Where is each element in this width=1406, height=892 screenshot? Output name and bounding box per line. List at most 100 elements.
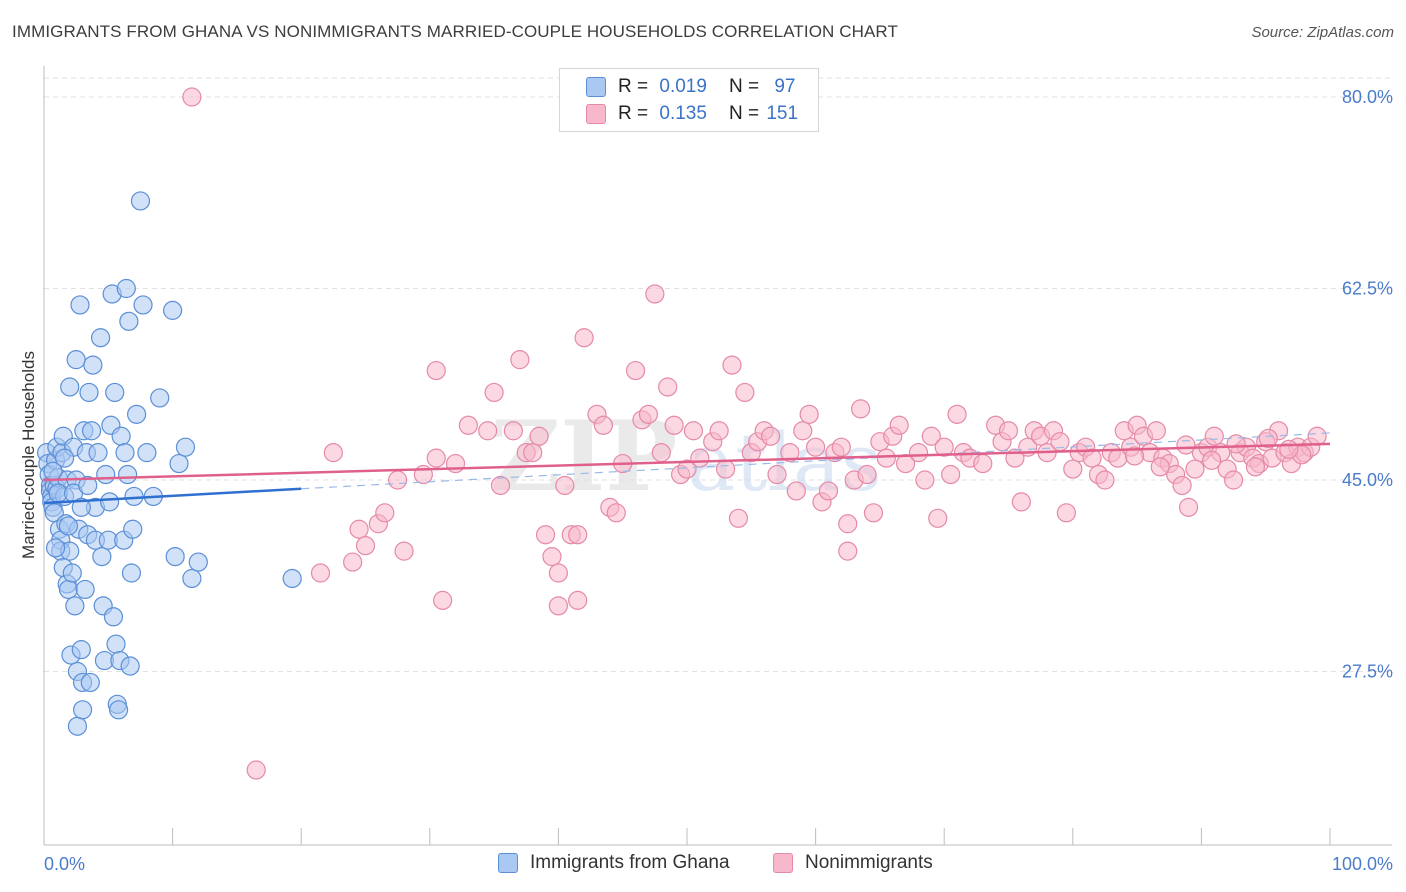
nonimmigrants-point — [941, 464, 961, 485]
nonimmigrants-point — [638, 404, 659, 424]
nonimmigrants-point — [838, 514, 858, 534]
nonimmigrants-point — [555, 475, 575, 496]
nonimmigrants-point — [1124, 446, 1145, 466]
nonimmigrants-point — [1056, 503, 1076, 523]
legend-n-label: N = — [728, 103, 760, 124]
legend-r-label: R = — [618, 103, 649, 124]
nonimmigrants-point — [568, 525, 588, 545]
legend-item-ghana[interactable]: Immigrants from Ghana — [498, 852, 730, 874]
ghana-point — [165, 546, 185, 567]
ghana-point — [120, 656, 140, 676]
legend-item-nonimmigrants[interactable]: Nonimmigrants — [773, 852, 933, 874]
nonimmigrants-point — [445, 453, 466, 474]
nonimmigrants-point — [658, 377, 678, 397]
ghana-point — [130, 191, 151, 211]
nonimmigrants-point — [651, 443, 671, 463]
source-label: Source: ZipAtlas.com — [1251, 24, 1394, 41]
ghana-point — [150, 388, 170, 408]
nonimmigrants-point — [490, 475, 511, 496]
ghana-point — [90, 328, 111, 348]
ghana-point — [92, 546, 112, 567]
nonimmigrants-point — [343, 552, 363, 572]
ghana-point — [121, 563, 142, 583]
ghana-point — [78, 475, 98, 496]
nonimmigrants-point — [735, 382, 755, 403]
nonimmigrants-point — [574, 328, 594, 348]
nonimmigrants-point — [664, 415, 684, 435]
nonimmigrants-point — [915, 470, 935, 490]
ghana-point — [105, 382, 125, 403]
legend-r-label: R = — [618, 76, 649, 97]
nonimmigrants-point — [375, 503, 395, 523]
nonimmigrants-point — [831, 437, 851, 457]
nonimmigrants-point — [503, 421, 523, 441]
nonimmigrants-point — [760, 426, 781, 446]
nonimmigrants-point — [1082, 448, 1102, 468]
nonimmigrants-point — [310, 563, 331, 583]
y-tick-label: 45.0% — [1342, 470, 1393, 490]
ghana-trend-extension — [301, 432, 1331, 490]
nonimmigrants-point — [908, 443, 929, 463]
nonimmigrants-point — [568, 590, 588, 610]
ghana-point — [54, 448, 75, 468]
nonimmigrants-point — [645, 284, 665, 304]
ghana-point — [62, 563, 82, 583]
nonimmigrants-point — [838, 541, 858, 561]
nonimmigrants-point — [1095, 470, 1115, 490]
nonimmigrants-point — [728, 508, 749, 528]
legend-row-nonimmigrants: R = 0.135 N = 151 — [586, 102, 798, 126]
nonimmigrants-point — [722, 355, 742, 375]
nonimmigrants-point — [529, 426, 549, 446]
ghana-point — [58, 579, 79, 600]
ghana-point — [71, 640, 91, 660]
nonimmigrants-point — [1202, 450, 1222, 470]
nonimmigrants-point — [921, 426, 941, 446]
nonimmigrants-point — [851, 399, 871, 419]
nonimmigrants-point — [876, 448, 896, 468]
ghana-point — [96, 464, 116, 485]
nonimmigrants-point — [690, 448, 710, 468]
ghana-point — [80, 672, 100, 693]
nonimmigrants-point — [433, 590, 453, 610]
ghana-point — [117, 464, 138, 485]
ghana-point — [282, 568, 302, 589]
nonimmigrants-point — [606, 503, 626, 523]
y-tick-label: 80.0% — [1342, 87, 1393, 107]
y-tick-label: 27.5% — [1342, 662, 1393, 682]
nonimmigrants-point — [677, 459, 697, 479]
ghana-point — [67, 716, 88, 736]
legend-n-value-ghana: 97 — [774, 76, 796, 97]
nonimmigrants-point — [593, 415, 614, 435]
nonimmigrants-trend-line — [43, 442, 1331, 482]
ghana-point — [45, 538, 66, 558]
nonimmigrants-point — [484, 382, 504, 403]
nonimmigrants-point — [1172, 475, 1192, 496]
ghana-point — [79, 382, 99, 403]
nonimmigrants-point — [786, 481, 806, 501]
nonimmigrants-point — [1258, 428, 1278, 449]
ghana-point — [66, 350, 86, 370]
ghana-point — [88, 443, 108, 463]
y-tick-label: 62.5% — [1342, 279, 1393, 299]
nonimmigrants-point — [426, 448, 446, 468]
legend-swatch-ghana — [586, 77, 606, 97]
nonimmigrants-point — [1063, 459, 1083, 479]
nonimmigrants-point — [805, 437, 826, 457]
nonimmigrants-point — [478, 421, 498, 441]
nonimmigrants-point — [767, 464, 787, 485]
nonimmigrants-point — [1176, 435, 1196, 455]
nonimmigrants-point — [182, 87, 202, 107]
nonimmigrants-point — [780, 443, 800, 463]
legend-swatch-ghana — [498, 853, 518, 873]
legend-n-label: N = — [728, 76, 760, 97]
chart-title: IMMIGRANTS FROM GHANA VS NONIMMIGRANTS M… — [12, 22, 898, 41]
nonimmigrants-point — [1204, 426, 1224, 446]
legend-r-value-nonimmigrants: 0.135 — [659, 103, 707, 124]
ghana-point — [60, 377, 80, 397]
trend-lines — [43, 432, 1331, 505]
nonimmigrants-point — [715, 459, 736, 479]
nonimmigrants-point — [857, 464, 877, 485]
ghana-point — [133, 295, 153, 315]
ghana-point — [103, 607, 124, 627]
nonimmigrants-point — [458, 415, 478, 435]
